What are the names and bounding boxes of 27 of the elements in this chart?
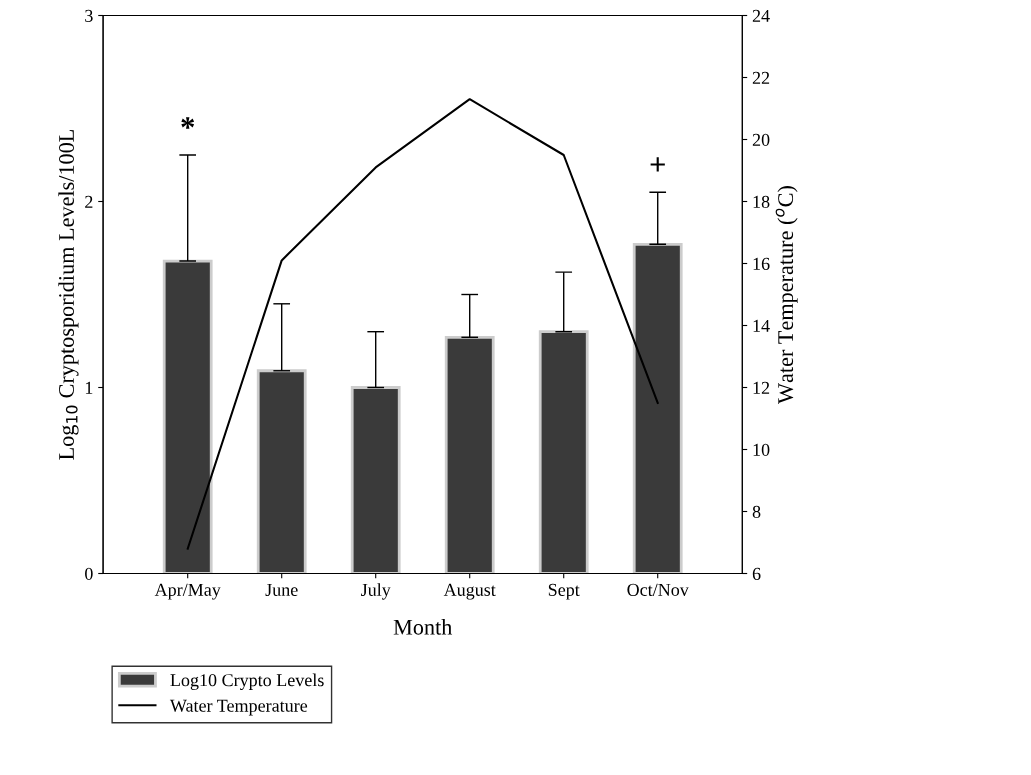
y2-tick-label: 24	[752, 9, 770, 22]
y2-tick-label: 12	[753, 381, 770, 394]
x-tick-label: Apr/May	[154, 583, 221, 600]
y2-tick-label: 18	[753, 195, 770, 208]
y2-tick-label: 10	[753, 443, 770, 456]
y-tick-label: 1	[85, 381, 93, 394]
x-tick-label: July	[361, 583, 391, 600]
y2-tick-label: 22	[752, 71, 770, 84]
y2-tick-label: 20	[752, 133, 770, 146]
x-tick-label: Sept	[548, 583, 580, 600]
y2-tick-label: 8	[752, 505, 761, 518]
annotation: *	[181, 117, 195, 129]
y-tick-label: 3	[85, 9, 93, 22]
x-tick-label: Oct/Nov	[627, 583, 689, 596]
y2-axis-title: Water Temperature ($^{o}$C)	[775, 186, 798, 404]
y2-tick-label: 6	[752, 567, 761, 580]
y-tick-label: 2	[85, 195, 93, 208]
y-tick-label: 0	[85, 567, 93, 580]
x-tick-label: June	[265, 583, 298, 596]
x-tick-label: August	[443, 583, 496, 600]
legend-label: Water Temperature	[169, 699, 308, 716]
annotation: +	[650, 157, 665, 172]
y2-tick-label: 16	[753, 257, 770, 270]
legend-label: Log10 Crypto Levels	[170, 673, 324, 690]
x-axis-title: Month	[393, 619, 453, 635]
y2-tick-label: 14	[753, 319, 770, 332]
y-axis-title: Log$_{10}$ Cryptosporidium Levels/100L	[58, 130, 79, 460]
